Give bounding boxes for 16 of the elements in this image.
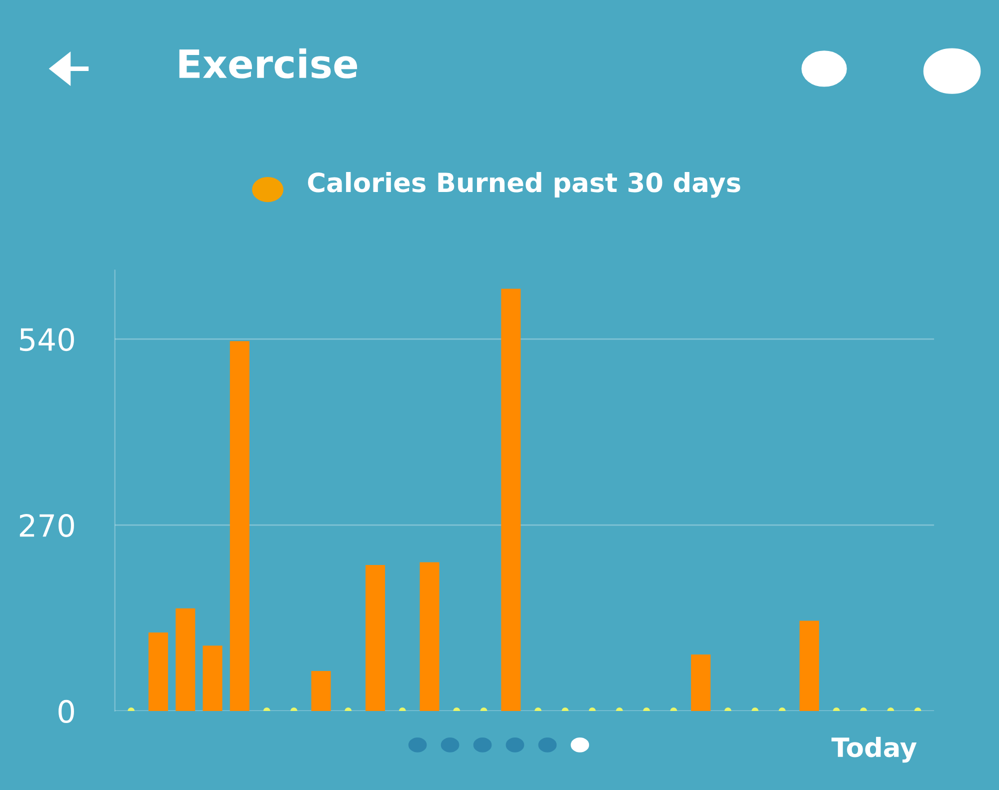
text: Today [832, 736, 917, 763]
bar [176, 608, 196, 711]
bar [148, 632, 168, 711]
y-tick-label: 270 [20, 514, 74, 538]
bar [366, 564, 386, 711]
bar [800, 620, 820, 711]
bar [230, 341, 250, 711]
y-tick-label: 0 [58, 700, 74, 724]
chart-title: Exercise [179, 48, 358, 78]
y-tick-label: 540 [20, 328, 74, 352]
chart-subtitle: Calories Burned past 30 days [308, 172, 740, 198]
bar [311, 671, 331, 711]
bar [691, 654, 711, 711]
bar [420, 562, 440, 711]
bar [501, 288, 521, 711]
bar [202, 646, 222, 711]
